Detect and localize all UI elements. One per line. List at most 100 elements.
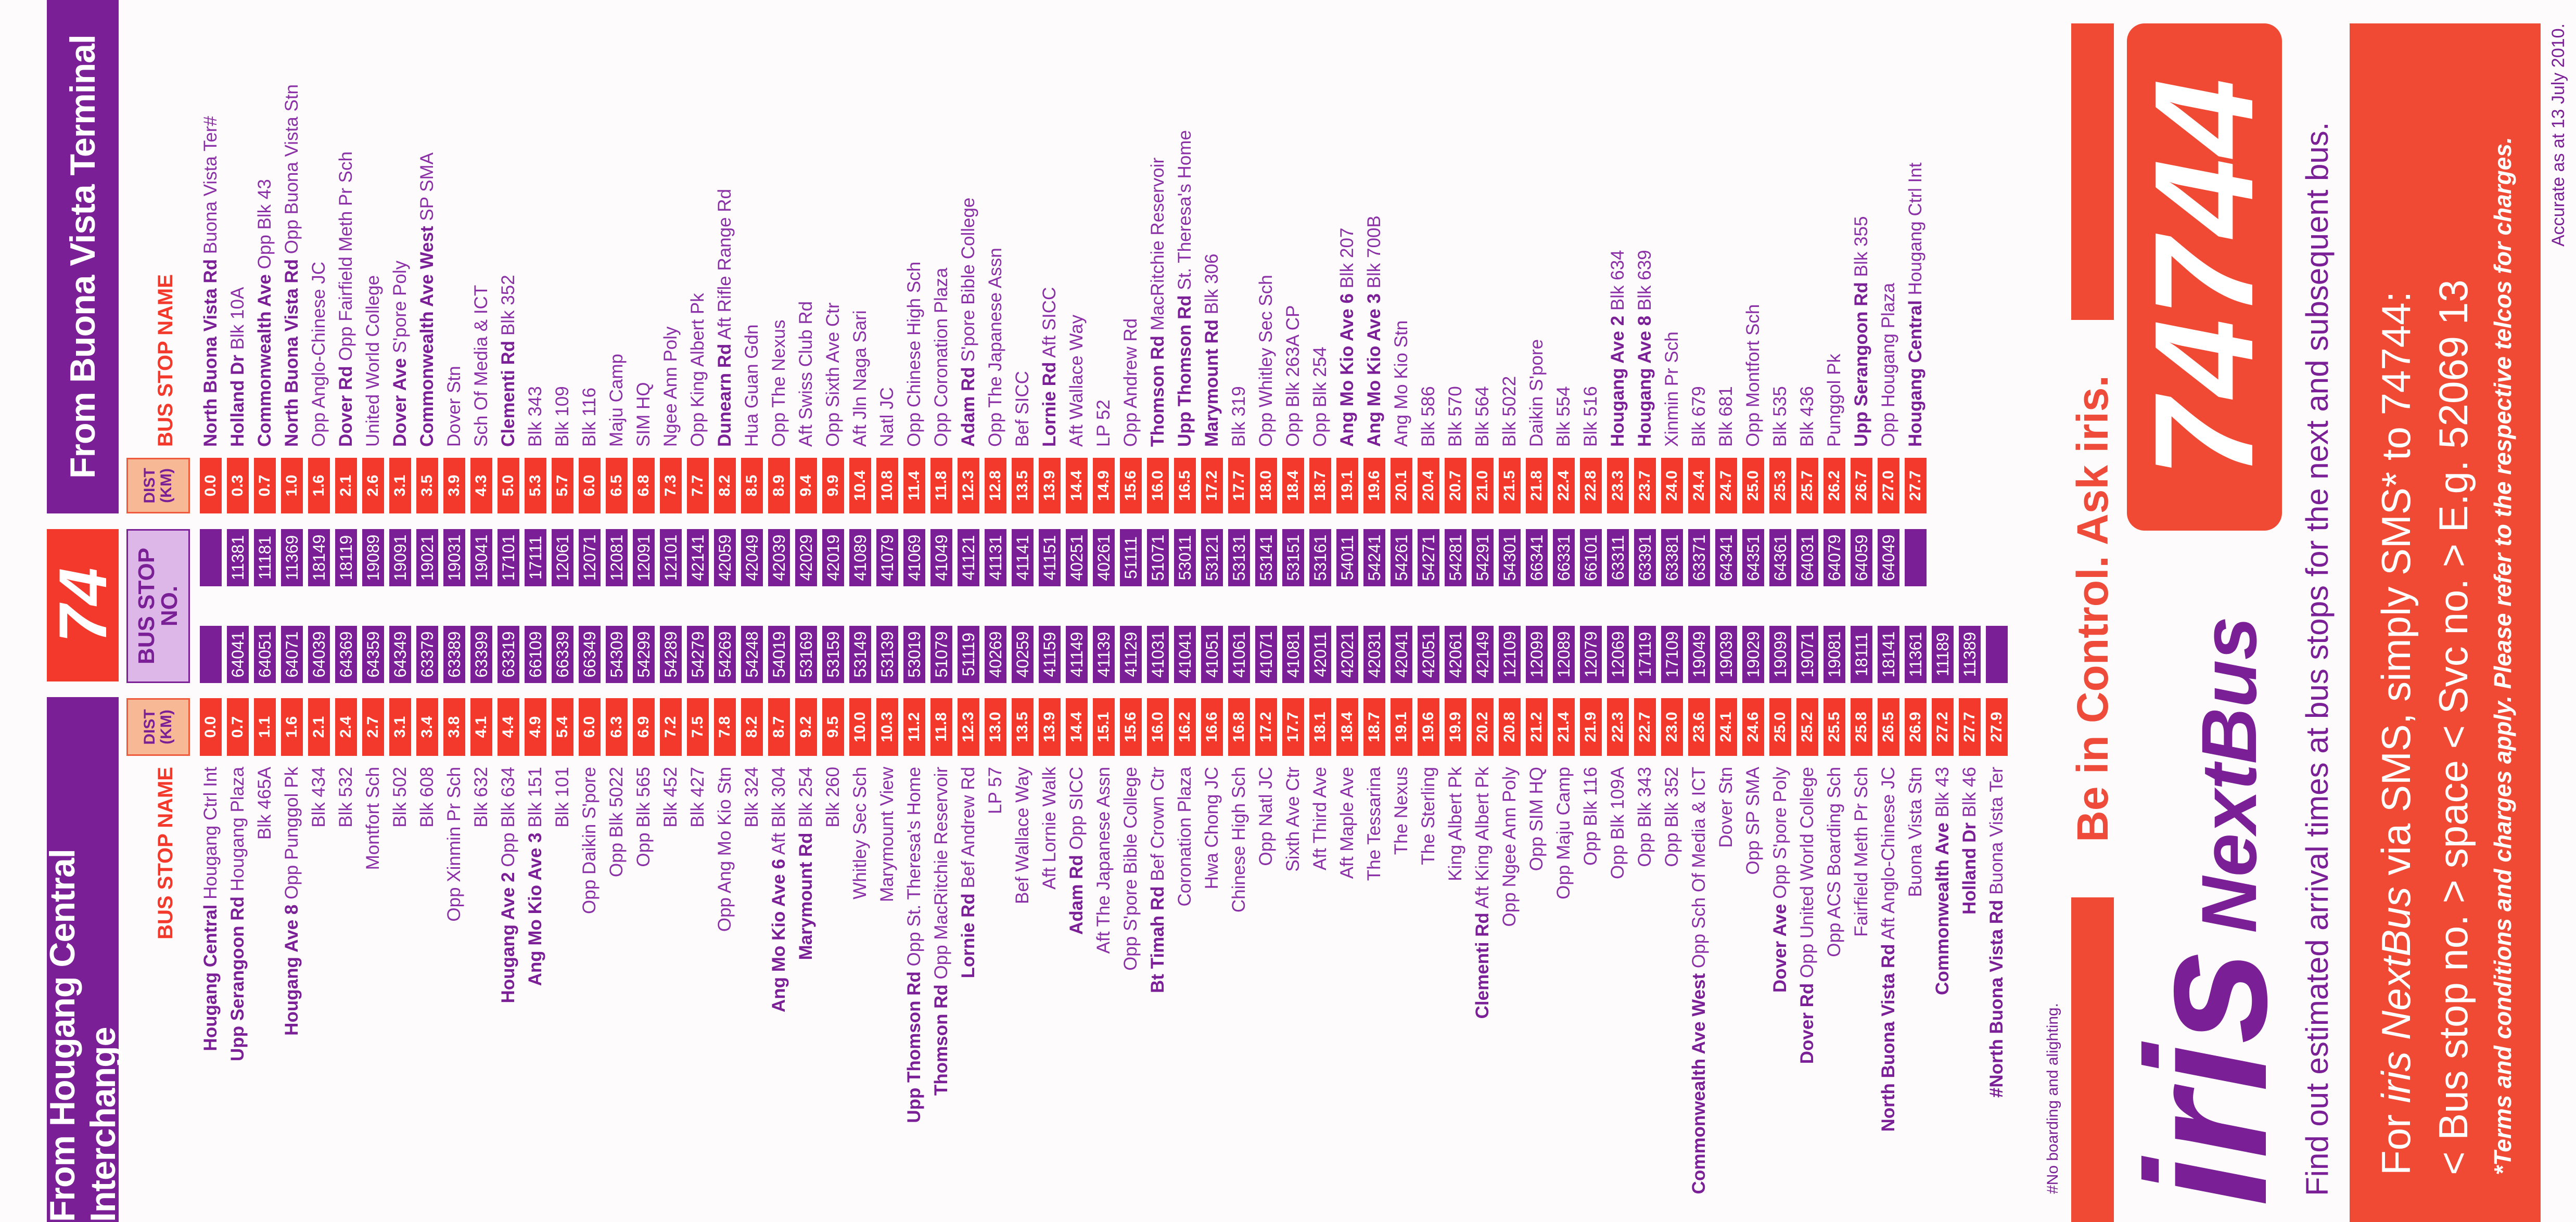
stop-landmark: Blk 43: [1932, 767, 1953, 818]
stop-road-name: Hougang Ave 2: [1608, 315, 1628, 447]
distance-km: 0.7: [254, 458, 276, 513]
stop-landmark: Blk 639: [1635, 250, 1655, 311]
stop-landmark: The Tessarina: [1364, 767, 1384, 881]
bus-stop-number: 41159: [1039, 626, 1061, 683]
table-row: Opp Daikin S'pore 6.0 66349: [579, 626, 601, 1222]
sms-line-1-brand: iris NextBus: [2373, 886, 2419, 1103]
stop-road-name: Dunearn Rd: [715, 343, 735, 447]
stop-name: Upp Serangoon Rd Hougang Plaza: [227, 767, 249, 1222]
stop-road-name: Clementi Rd: [1472, 912, 1493, 1019]
bus-stop-number: 17101: [498, 529, 519, 586]
stop-landmark: Hua Guan Gdn: [742, 324, 762, 447]
stop-name: Blk 427: [687, 767, 709, 1222]
stop-landmark: Opp Buona Vista Stn: [282, 84, 302, 254]
stop-road-name: Upp Serangoon Rd: [227, 896, 248, 1062]
distance-km: 25.0: [1742, 458, 1764, 513]
stop-name: Lornie Rd Bef Andrew Rd: [958, 767, 979, 1222]
stop-landmark: Punggol Pk: [1824, 353, 1844, 447]
stop-name: Opp King Albert Pk: [687, 293, 709, 447]
distance-km: 0.0: [200, 698, 222, 756]
distance-km: 21.9: [1580, 698, 1602, 756]
stop-landmark: Ngee Ann Poly: [660, 326, 681, 447]
stop-name: Marymount Rd Blk 306: [1201, 254, 1223, 447]
stop-name: Blk 319: [1228, 386, 1250, 447]
stop-landmark: Blk 427: [687, 767, 708, 828]
bus-stop-number: 41041: [1174, 626, 1196, 683]
bus-stop-number: 17109: [1661, 626, 1683, 683]
bus-stop-number: 18141: [1878, 626, 1899, 683]
stop-landmark: St. Theresa's Home: [1175, 130, 1195, 290]
distance-km: 9.4: [795, 458, 817, 513]
stop-landmark: Blk 502: [390, 767, 410, 828]
bus-stop-number: 18149: [308, 529, 330, 586]
bus-stop-number: 42029: [795, 529, 817, 586]
table-row: Aft The Japanese Assn 15.1 41139: [1093, 626, 1115, 1222]
table-row: 53151 18.4 Opp Blk 263A CP: [1282, 0, 1304, 586]
distance-km: 8.7: [768, 698, 790, 756]
stop-landmark: Bef SICC: [1012, 371, 1032, 447]
table-row: 66331 22.4 Blk 554: [1553, 0, 1575, 586]
table-row: 53161 18.7 Opp Blk 254: [1309, 0, 1331, 586]
bus-stop-number: 51071: [1147, 529, 1169, 586]
stop-road-name: Upp Thomson Rd: [904, 971, 924, 1123]
bus-stop-number: 54299: [633, 626, 655, 683]
table-row: Sixth Ave Ctr 17.7 41081: [1282, 626, 1304, 1222]
stop-road-name: Ang Mo Kio Ave 6: [1337, 293, 1357, 447]
bus-stop-number: 64049: [1878, 529, 1899, 586]
bus-stop-number: 12061: [552, 529, 573, 586]
distance-km: 26.2: [1823, 458, 1845, 513]
bus-stop-number: 11361: [1905, 626, 1927, 683]
bus-stop-number: 12109: [1499, 626, 1521, 683]
stop-name: LP 57: [985, 767, 1006, 1222]
stop-landmark: Blk 101: [552, 767, 572, 828]
table-row: 53121 17.2 Marymount Rd Blk 306: [1201, 0, 1223, 586]
distance-km: 25.5: [1823, 698, 1845, 756]
table-row: Hougang Ave 2 Opp Blk 634 4.4 63319: [498, 626, 519, 1222]
stop-landmark: Ang Mo Kio Stn: [1391, 320, 1411, 447]
bus-stop-number: 42019: [822, 529, 844, 586]
stop-name: Fairfield Meth Pr Sch: [1851, 767, 1872, 1222]
distance-km: 19.9: [1445, 698, 1466, 756]
distance-km: 22.4: [1553, 458, 1575, 513]
table-row: 53011 16.5 Upp Thomson Rd St. Theresa's Ho…: [1174, 0, 1196, 586]
bus-stop-number: 19049: [1688, 626, 1710, 683]
stop-name: Blk 101: [552, 767, 573, 1222]
stop-landmark: Opp Coronation Plaza: [931, 267, 951, 447]
stop-road-name: North Buona Vista Rd: [1878, 944, 1898, 1132]
stop-name: Blk 554: [1553, 386, 1575, 447]
stop-landmark: Opp Daikin S'pore: [579, 767, 600, 914]
distance-km: 11.8: [930, 698, 952, 756]
stop-road-name: Commonwealth Ave West: [1689, 973, 1709, 1194]
distance-km: 14.9: [1093, 458, 1115, 513]
stop-landmark: Opp ACS Boarding Sch: [1824, 767, 1844, 957]
stop-name: Opp ACS Boarding Sch: [1823, 767, 1845, 1222]
bus-stop-number: 19099: [1769, 626, 1791, 683]
stop-name: Blk 632: [470, 767, 492, 1222]
stop-road-name: Commonwealth Ave: [254, 274, 275, 447]
stop-landmark: Blk 319: [1229, 386, 1249, 447]
table-row: Opp Blk 343 22.7 17119: [1634, 626, 1656, 1222]
distance-km: 7.7: [687, 458, 709, 513]
table-row: Blk 532 2.4 64369: [335, 626, 357, 1222]
bus-stop-number: 53149: [849, 626, 871, 683]
table-row: 11181 0.7 Commonwealth Ave Opp Blk 43: [254, 0, 276, 586]
distance-km: 19.6: [1418, 698, 1439, 756]
stop-landmark: Opp Blk 109A: [1608, 767, 1628, 879]
distance-km: 13.9: [1039, 698, 1061, 756]
stop-landmark: Hwa Chong JC: [1202, 767, 1222, 890]
stop-landmark: Aft Maple Ave: [1337, 767, 1357, 879]
stop-landmark: Opp Anglo-Chinese JC: [309, 261, 329, 447]
stop-name: Clementi Rd Aft King Albert Pk: [1472, 767, 1494, 1222]
stop-name: Opp S'pore Bible College: [1120, 767, 1142, 1222]
stop-name: Maju Camp: [606, 354, 628, 447]
stop-name: Dover Rd Opp Fairfield Meth Pr Sch: [335, 151, 357, 447]
bus-stop-number: 41129: [1120, 626, 1142, 683]
bus-stop-number: 41061: [1228, 626, 1250, 683]
distance-km: 12.3: [958, 698, 979, 756]
stop-name: Blk 586: [1418, 386, 1439, 447]
stop-name: Aft Jln Naga Sari: [849, 310, 871, 447]
stop-name: Hougang Ave 2 Blk 634: [1607, 250, 1629, 447]
stop-name: Aft Third Ave: [1309, 767, 1331, 1222]
bus-stop-number: 63371: [1688, 529, 1710, 586]
distance-km: 22.8: [1580, 458, 1602, 513]
